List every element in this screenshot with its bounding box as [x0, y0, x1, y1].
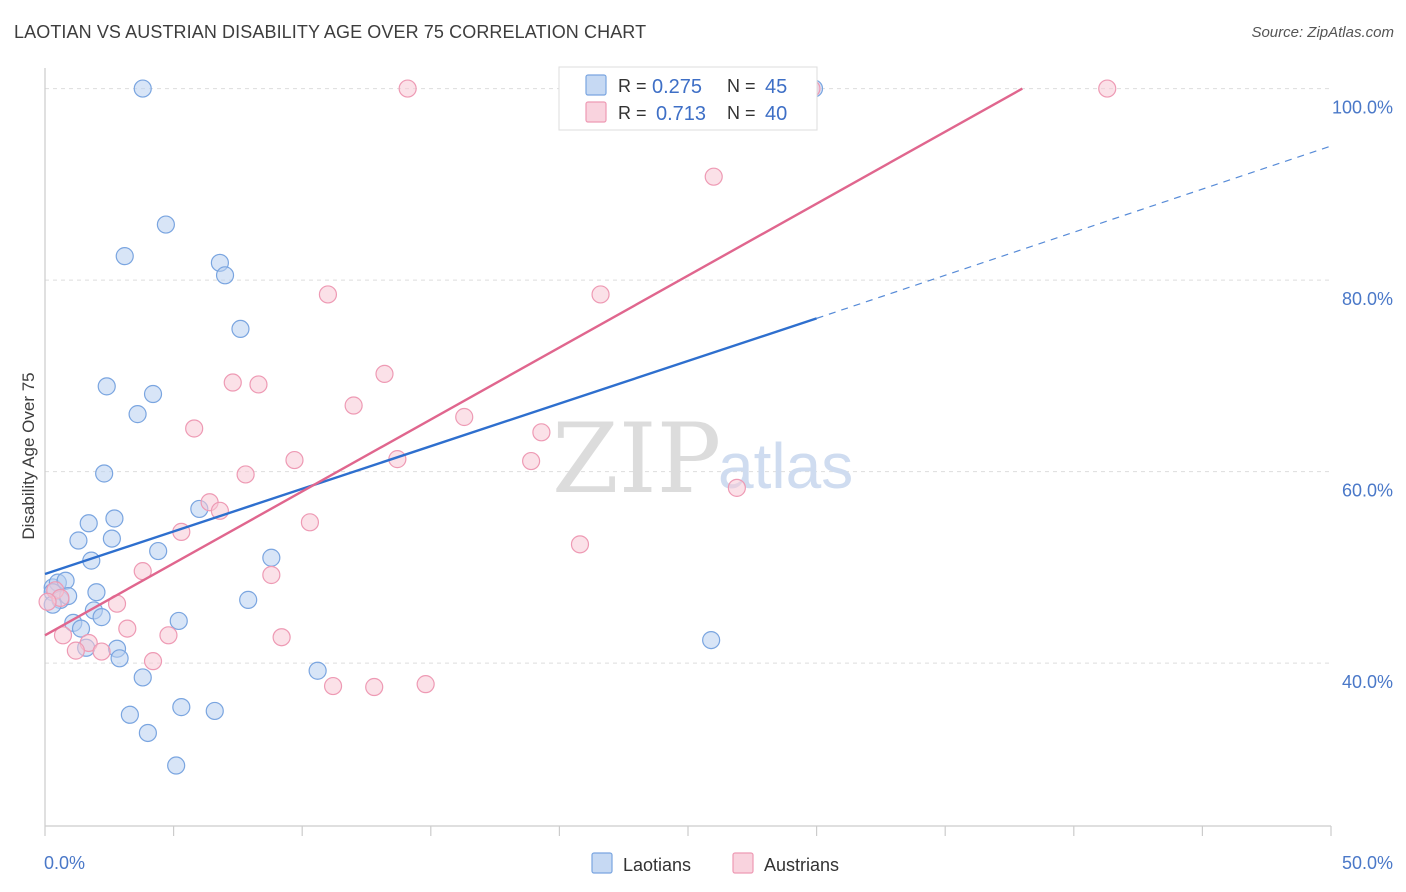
bottom-legend-austrians: Austrians	[764, 855, 839, 875]
legend-r-label-1: R =	[618, 76, 647, 96]
point-laotians	[79, 514, 98, 533]
chart-title: LAOTIAN VS AUSTRIAN DISABILITY AGE OVER …	[14, 22, 647, 42]
trendline-laotians-extension	[816, 145, 1332, 319]
point-laotians	[95, 464, 114, 483]
x-tick-label-max: 50.0%	[1342, 853, 1393, 873]
point-laotians	[308, 661, 327, 680]
y-tick-label: 40.0%	[1342, 672, 1393, 692]
point-austrians	[318, 285, 338, 304]
point-laotians	[239, 590, 258, 609]
point-laotians	[702, 630, 721, 650]
point-austrians	[398, 79, 417, 98]
point-austrians	[344, 396, 363, 415]
bottom-legend-laotians: Laotians	[623, 855, 691, 875]
point-austrians	[1098, 79, 1117, 98]
point-austrians	[522, 451, 541, 471]
y-axis-label: Disability Age Over 75	[19, 372, 38, 539]
axes	[44, 68, 1332, 836]
watermark-zip: ZIP	[552, 403, 721, 515]
point-austrians	[53, 626, 73, 645]
point-austrians	[704, 167, 723, 186]
point-laotians	[128, 405, 147, 424]
series-laotians-points	[43, 79, 824, 775]
legend-r-value-1: 0.275	[652, 76, 702, 98]
y-tick-labels: 40.0% 60.0% 80.0% 100.0%	[1332, 98, 1393, 693]
point-austrians	[262, 565, 281, 585]
point-austrians	[159, 626, 178, 645]
point-laotians	[110, 649, 129, 668]
point-austrians	[66, 641, 85, 660]
point-laotians	[71, 619, 91, 638]
legend-r-label-2: R =	[618, 103, 647, 123]
point-laotians	[167, 756, 186, 775]
point-austrians	[375, 364, 394, 384]
y-tick-label: 80.0%	[1342, 289, 1393, 309]
trendline-austrians	[44, 87, 1023, 637]
watermark: ZIP atlas	[552, 403, 853, 515]
point-laotians	[115, 247, 134, 266]
point-laotians	[143, 384, 163, 404]
point-laotians	[97, 377, 116, 396]
point-laotians	[205, 701, 224, 721]
trendline-laotians	[44, 317, 817, 576]
point-austrians	[118, 619, 137, 638]
point-austrians	[416, 675, 435, 694]
point-laotians	[156, 215, 175, 234]
point-laotians	[231, 319, 250, 339]
point-laotians	[102, 529, 121, 548]
point-laotians	[169, 611, 188, 631]
point-austrians	[92, 642, 111, 661]
point-austrians	[185, 419, 204, 438]
x-tick-label-min: 0.0%	[44, 853, 85, 873]
point-austrians	[272, 628, 291, 647]
legend-n-label-1: N =	[727, 76, 756, 96]
point-austrians	[236, 465, 255, 484]
point-austrians	[249, 375, 268, 394]
legend-swatch-austrians	[585, 101, 607, 123]
point-austrians	[285, 450, 304, 470]
source-label: Source: ZipAtlas.com	[1251, 24, 1394, 41]
bottom-legend: Laotians Austrians	[591, 852, 839, 875]
series-austrians-points	[38, 79, 1117, 697]
legend-n-value-2: 40	[765, 103, 787, 125]
legend-r-value-2: 0.713	[656, 103, 706, 125]
point-laotians	[69, 531, 88, 550]
point-austrians	[143, 652, 163, 671]
point-austrians	[591, 285, 610, 304]
point-austrians	[455, 407, 474, 427]
point-austrians	[300, 513, 320, 532]
point-laotians	[215, 266, 235, 285]
point-austrians	[38, 592, 57, 611]
x-tick-labels: 0.0% 50.0%	[44, 853, 1393, 873]
point-laotians	[262, 548, 281, 567]
point-austrians	[323, 676, 343, 696]
legend-swatch-laotians	[585, 74, 607, 96]
bottom-legend-swatch-austrians	[732, 852, 754, 874]
point-laotians	[87, 583, 106, 602]
point-austrians	[223, 373, 242, 392]
y-tick-label: 60.0%	[1342, 481, 1393, 501]
legend-n-label-2: N =	[727, 103, 756, 123]
point-laotians	[92, 608, 111, 627]
point-laotians	[105, 509, 124, 528]
bottom-legend-swatch-laotians	[591, 852, 613, 874]
point-laotians	[120, 705, 139, 724]
trend-lines	[44, 87, 1332, 637]
point-laotians	[133, 668, 152, 687]
point-laotians	[138, 723, 157, 743]
point-austrians	[532, 423, 551, 442]
point-austrians	[727, 478, 746, 497]
legend-n-value-1: 45	[765, 76, 787, 98]
point-laotians	[133, 79, 152, 98]
point-austrians	[365, 677, 384, 697]
point-austrians	[570, 535, 590, 554]
legend: R = 0.275 N = 45 R = 0.713 N = 40	[558, 66, 818, 131]
point-laotians	[172, 698, 191, 717]
point-laotians	[149, 541, 168, 561]
y-tick-label: 100.0%	[1332, 98, 1393, 118]
